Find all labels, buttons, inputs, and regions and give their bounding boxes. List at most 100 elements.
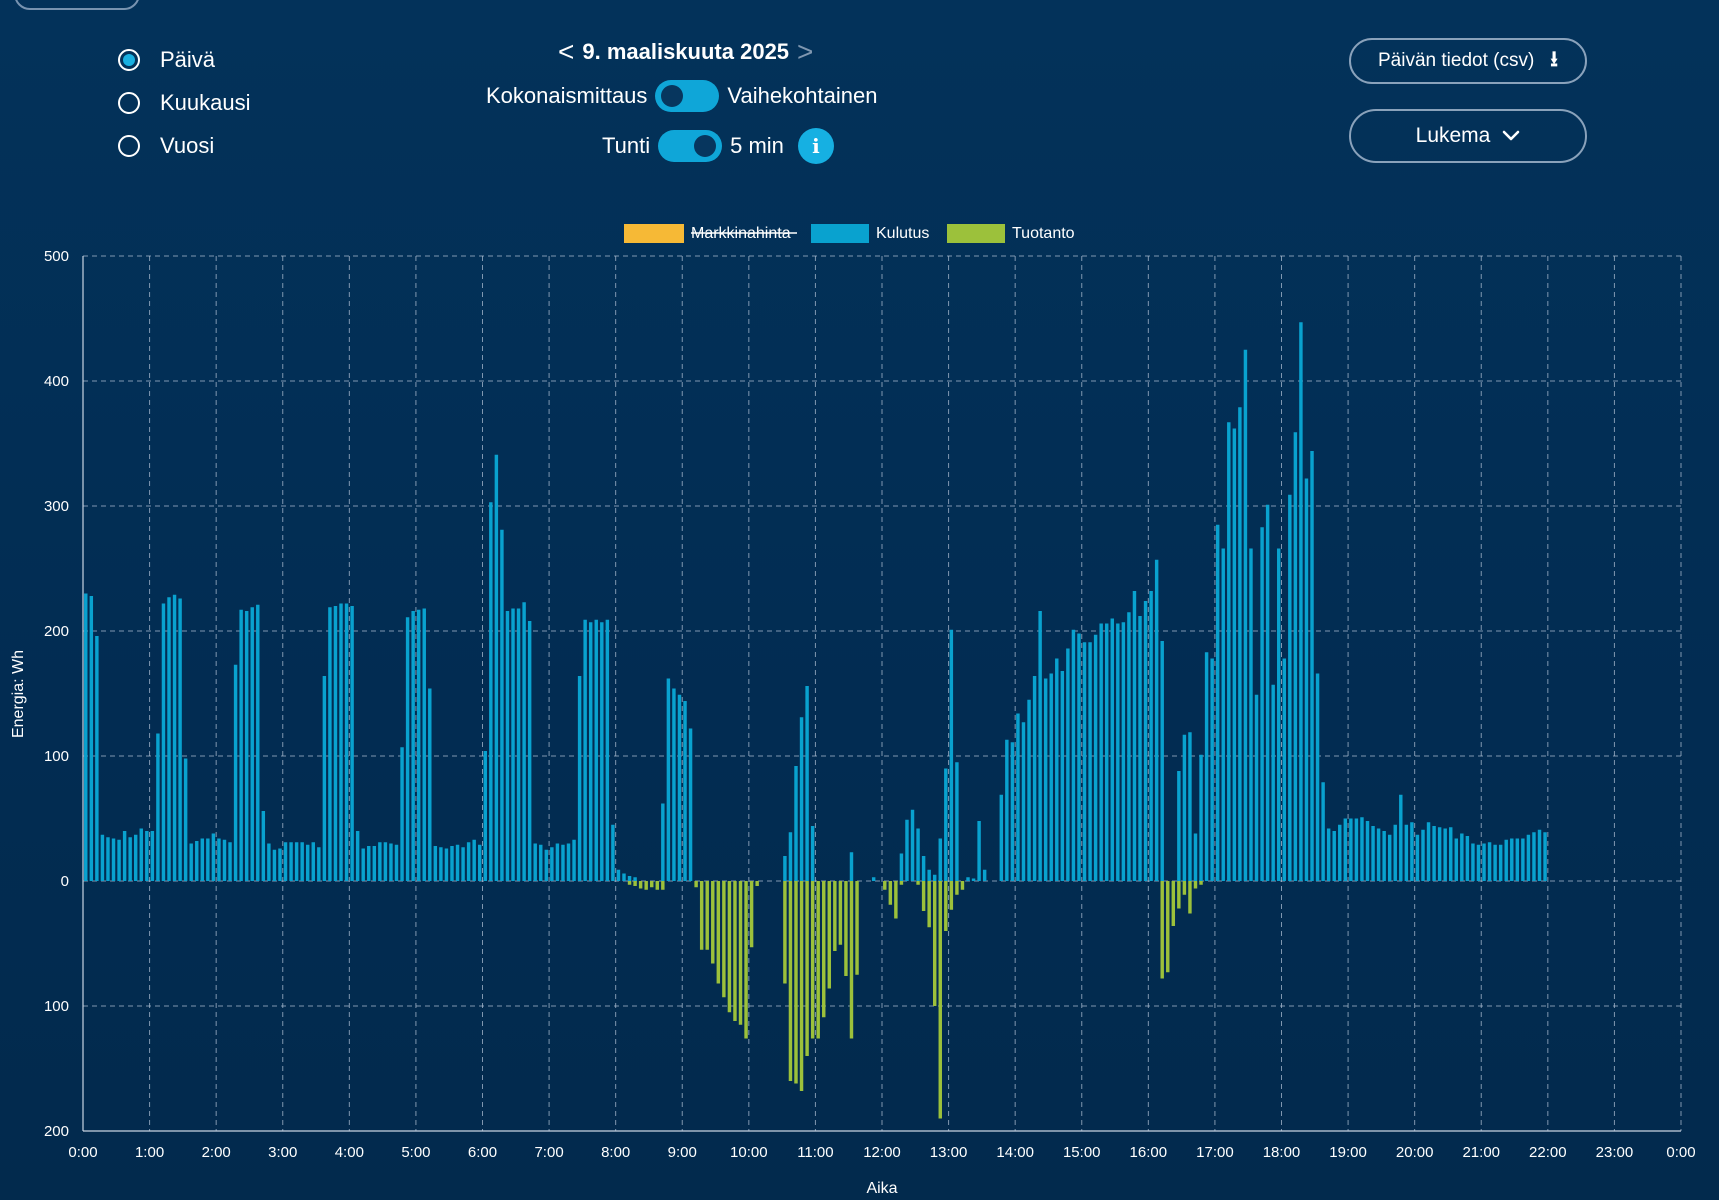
consumption-bar[interactable] <box>494 454 499 881</box>
consumption-bar[interactable] <box>228 842 232 881</box>
consumption-bar[interactable] <box>1188 732 1192 881</box>
consumption-bar[interactable] <box>555 843 560 882</box>
consumption-bar[interactable] <box>1515 838 1520 882</box>
consumption-bar[interactable] <box>944 768 948 882</box>
production-bar[interactable] <box>661 881 665 890</box>
consumption-bar[interactable] <box>1149 591 1153 881</box>
consumption-bar[interactable] <box>916 828 920 882</box>
consumption-bar[interactable] <box>1204 652 1209 881</box>
consumption-bar[interactable] <box>317 847 321 881</box>
consumption-bar[interactable] <box>677 694 682 881</box>
consumption-bar[interactable] <box>1243 349 1248 881</box>
consumption-bar[interactable] <box>1504 839 1508 881</box>
consumption-bar[interactable] <box>1010 742 1015 881</box>
consumption-bar[interactable] <box>350 606 354 881</box>
production-bar[interactable] <box>899 881 904 885</box>
production-bar[interactable] <box>727 881 732 1013</box>
consumption-bar[interactable] <box>156 733 160 882</box>
consumption-bar[interactable] <box>305 844 310 881</box>
consumption-bar[interactable] <box>871 877 876 881</box>
consumption-bar[interactable] <box>594 619 598 881</box>
consumption-bar[interactable] <box>550 847 554 881</box>
radio-month-indicator[interactable] <box>118 91 140 114</box>
consumption-bar[interactable] <box>1299 322 1303 881</box>
consumption-bar[interactable] <box>982 869 987 881</box>
production-bar[interactable] <box>844 881 848 976</box>
production-bar[interactable] <box>1188 881 1192 914</box>
prev-day-arrow-icon[interactable]: < <box>558 36 575 67</box>
consumption-bar[interactable] <box>328 607 332 881</box>
production-bar[interactable] <box>650 881 654 888</box>
production-bar[interactable] <box>827 881 832 989</box>
consumption-bar[interactable] <box>1232 428 1237 882</box>
consumption-bar[interactable] <box>1532 832 1536 881</box>
consumption-bar[interactable] <box>422 608 426 882</box>
production-bar[interactable] <box>1171 881 1176 926</box>
consumption-bar[interactable] <box>588 622 593 881</box>
consumption-bar[interactable] <box>339 603 343 882</box>
consumption-bar[interactable] <box>416 609 421 881</box>
consumption-bar[interactable] <box>899 853 904 882</box>
production-bar[interactable] <box>627 881 632 885</box>
consumption-bar[interactable] <box>1343 818 1348 882</box>
consumption-bar[interactable] <box>1265 504 1270 881</box>
consumption-bar[interactable] <box>1110 618 1114 882</box>
consumption-bar[interactable] <box>322 676 327 881</box>
legend-label-consumption[interactable]: Kulutus <box>876 225 929 242</box>
consumption-bar[interactable] <box>355 831 360 881</box>
consumption-bar[interactable] <box>261 811 266 881</box>
production-bar[interactable] <box>838 881 843 945</box>
consumption-bar[interactable] <box>367 846 371 881</box>
consumption-bar[interactable] <box>955 762 959 881</box>
consumption-bar[interactable] <box>183 758 188 882</box>
consumption-bar[interactable] <box>100 834 105 881</box>
csv-download-button[interactable]: Päivän tiedot (csv) ⭳ <box>1349 38 1587 84</box>
consumption-bar[interactable] <box>672 688 676 882</box>
production-bar[interactable] <box>805 881 809 1056</box>
radio-day-indicator[interactable] <box>118 48 140 71</box>
production-bar[interactable] <box>799 881 804 1091</box>
consumption-bar[interactable] <box>1132 591 1137 881</box>
production-bar[interactable] <box>716 881 721 984</box>
reading-dropdown[interactable]: Lukema <box>1349 109 1587 163</box>
consumption-bar[interactable] <box>1304 478 1309 882</box>
consumption-bar[interactable] <box>1365 821 1370 881</box>
production-bar[interactable] <box>722 881 726 998</box>
consumption-bar[interactable] <box>611 824 615 881</box>
consumption-bar[interactable] <box>344 603 349 882</box>
consumption-bar[interactable] <box>999 794 1004 881</box>
consumption-bar[interactable] <box>1326 828 1331 882</box>
consumption-bar[interactable] <box>544 849 549 881</box>
consumption-bar[interactable] <box>1260 527 1264 881</box>
production-bar[interactable] <box>644 881 648 890</box>
production-bar[interactable] <box>927 881 931 928</box>
production-bar[interactable] <box>849 881 854 1039</box>
consumption-bar[interactable] <box>1465 836 1470 881</box>
consumption-bar[interactable] <box>472 839 476 881</box>
consumption-bar[interactable] <box>921 856 926 881</box>
consumption-bar[interactable] <box>1332 831 1336 881</box>
production-bar[interactable] <box>833 881 837 951</box>
consumption-bar[interactable] <box>433 846 438 881</box>
production-bar[interactable] <box>733 881 737 1021</box>
consumption-bar[interactable] <box>489 502 493 881</box>
production-bar[interactable] <box>794 881 798 1084</box>
consumption-bar[interactable] <box>1315 673 1320 882</box>
consumption-bar[interactable] <box>1160 641 1164 881</box>
production-bar[interactable] <box>705 881 709 950</box>
consumption-bar[interactable] <box>666 678 671 882</box>
consumption-bar[interactable] <box>932 874 937 881</box>
production-bar[interactable] <box>1177 881 1181 909</box>
production-bar[interactable] <box>755 881 759 886</box>
consumption-bar[interactable] <box>217 838 221 882</box>
consumption-bar[interactable] <box>516 608 521 882</box>
consumption-bar[interactable] <box>1066 648 1070 882</box>
production-bar[interactable] <box>916 881 920 885</box>
consumption-bar[interactable] <box>683 701 687 881</box>
consumption-bar[interactable] <box>583 619 587 881</box>
radio-day[interactable]: Päivä <box>118 38 251 81</box>
consumption-bar[interactable] <box>239 609 243 881</box>
legend-swatch-consumption[interactable] <box>811 224 869 243</box>
consumption-bar[interactable] <box>1476 844 1481 881</box>
consumption-bar[interactable] <box>256 604 260 881</box>
